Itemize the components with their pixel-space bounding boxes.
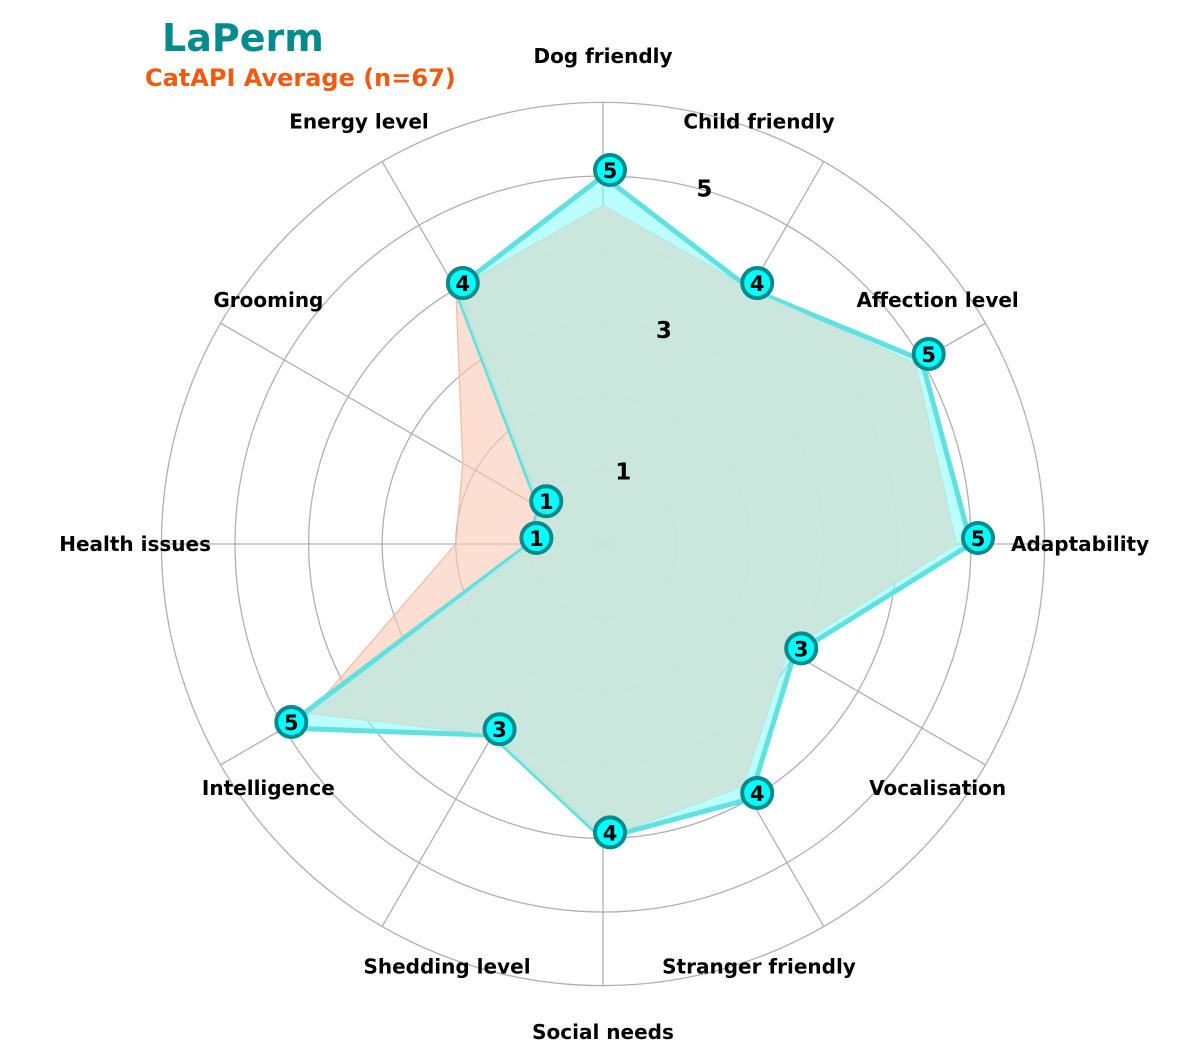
data-point-marker: [784, 631, 819, 666]
radial-tick-label: 3: [656, 318, 672, 344]
data-point-label: 4: [603, 821, 618, 845]
data-point-marker: [482, 712, 517, 747]
data-point-label: 5: [284, 711, 299, 735]
data-point-label: 5: [921, 343, 936, 367]
data-point-label: 5: [603, 159, 618, 183]
data-point-label: 4: [455, 272, 470, 296]
data-point-label: 3: [492, 718, 507, 742]
data-point-marker: [529, 484, 564, 519]
data-point-label: 1: [529, 527, 544, 551]
category-label: Affection level: [856, 288, 1018, 312]
category-label: Vocalisation: [869, 776, 1006, 800]
category-label: Child friendly: [683, 109, 834, 133]
radial-tick-label: 5: [696, 176, 712, 202]
data-point-label: 5: [971, 527, 986, 551]
data-point-marker: [274, 705, 309, 739]
data-point-marker: [740, 266, 775, 301]
data-point-marker: [519, 521, 554, 555]
category-label: Shedding level: [363, 955, 530, 979]
chart-subtitle: CatAPI Average (n=67): [145, 64, 456, 92]
data-point-marker: [911, 337, 946, 371]
data-point-marker: [593, 153, 627, 187]
data-point-marker: [593, 815, 627, 850]
category-label: Energy level: [289, 109, 429, 133]
data-point-label: 4: [750, 782, 765, 806]
data-point-marker: [961, 521, 995, 555]
chart-title: LaPerm: [162, 16, 324, 60]
category-label: Stranger friendly: [662, 955, 856, 979]
category-label: Health issues: [59, 532, 211, 556]
radial-tick-label: 1: [615, 459, 631, 485]
data-point-label: 4: [750, 272, 765, 296]
category-label: Intelligence: [202, 776, 335, 800]
series-overlap-area: [309, 205, 957, 839]
category-label: Grooming: [213, 288, 323, 312]
data-point-marker: [740, 775, 775, 810]
data-point-marker: [445, 266, 480, 301]
data-point-label: 1: [539, 490, 554, 514]
data-point-label: 3: [794, 637, 809, 661]
category-label: Adaptability: [1011, 532, 1149, 556]
category-label: Social needs: [532, 1020, 674, 1044]
category-label: Dog friendly: [533, 44, 672, 68]
